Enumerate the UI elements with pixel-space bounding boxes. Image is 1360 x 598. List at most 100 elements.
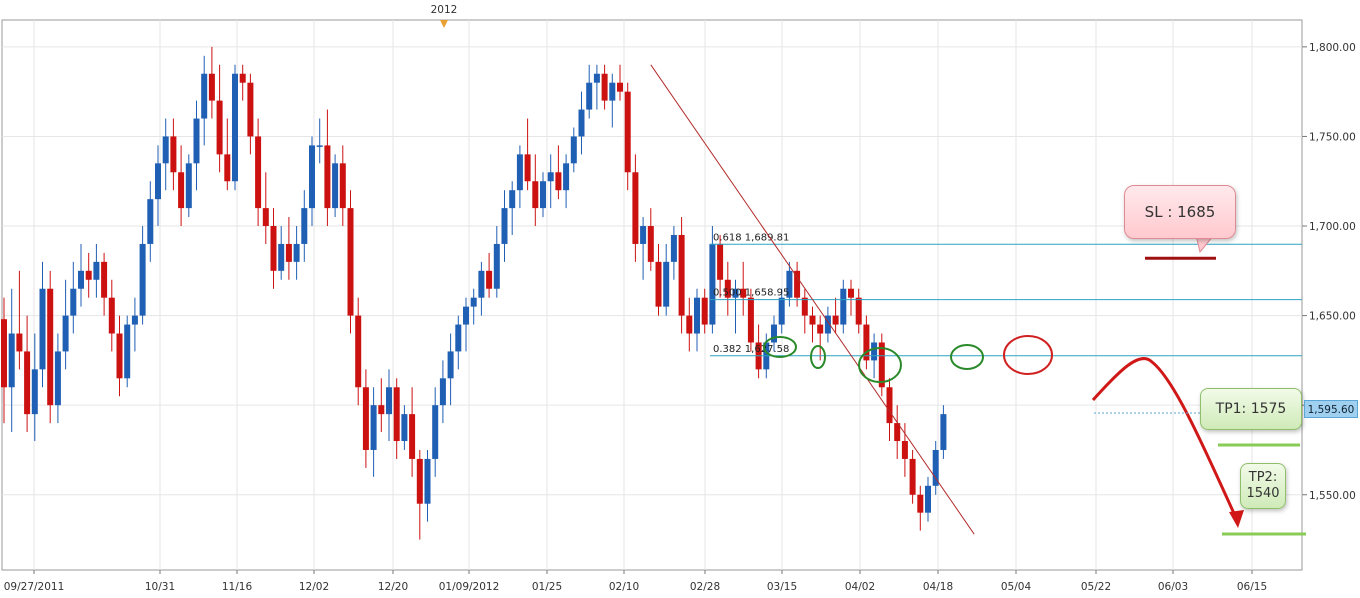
trend-line (650, 64, 975, 535)
candle-body (470, 297, 477, 307)
take-profit-1-callout: TP1: 1575 (1200, 388, 1302, 430)
candle-body (563, 163, 570, 191)
candle-body (8, 333, 15, 388)
x-tick-label: 06/15 (1237, 581, 1267, 593)
candle-body (85, 270, 92, 280)
candle-body (247, 82, 254, 137)
candle-body (116, 333, 123, 379)
candle-body (516, 154, 523, 191)
candle-body (185, 163, 192, 209)
x-tick-label: 09/27/2011 (4, 581, 65, 593)
year-marker-label: 2012 (431, 4, 458, 16)
candle-body (193, 118, 200, 164)
candle-body (786, 270, 793, 298)
candle-body (24, 351, 31, 415)
annotations (650, 64, 1306, 536)
candle-body (886, 387, 893, 424)
candle-body (824, 315, 831, 334)
candle-body (917, 494, 924, 513)
fib-label: 0.500 1,658.95 (713, 288, 789, 299)
candle-body (840, 288, 847, 325)
candle-body (686, 315, 693, 334)
candle-body (224, 154, 231, 182)
candle-body (70, 288, 77, 316)
candle-body (732, 288, 739, 298)
candle-body (747, 297, 754, 343)
candle-body (162, 136, 169, 164)
axes: 1,550.001,600.001,650.001,700.001,750.00… (4, 4, 1356, 593)
candle-body (332, 163, 339, 209)
candle-body (501, 208, 508, 244)
candle-body (262, 208, 269, 227)
fib-label: 0.382 1,627.58 (713, 344, 789, 355)
candle-body (609, 82, 616, 101)
candle-body (31, 369, 38, 415)
candle-body (378, 405, 385, 415)
candle-body (593, 73, 600, 83)
y-tick-label: 1,800.00 (1309, 42, 1356, 54)
candle-body (940, 414, 947, 450)
last-price-tag: 1,595.60 (1304, 400, 1358, 418)
candle-body (493, 243, 500, 289)
x-tick-label: 04/02 (845, 581, 875, 593)
candle-body (878, 342, 885, 388)
candle-body (93, 261, 100, 280)
x-tick-label: 10/31 (145, 581, 175, 593)
x-tick-label: 12/20 (378, 581, 408, 593)
candle-body (309, 145, 315, 209)
fib-label: 0.618 1,689.81 (713, 232, 789, 243)
x-tick-label: 12/02 (299, 581, 329, 593)
candle-body (932, 449, 939, 486)
candle-body (293, 243, 300, 262)
candle-body (301, 208, 308, 244)
candle-body (771, 324, 777, 343)
projection-arrowhead (1229, 510, 1244, 528)
candle-body (178, 172, 185, 209)
candle-body (678, 234, 685, 316)
candle-body (432, 405, 439, 459)
candle-body (447, 351, 454, 379)
candle-body (362, 387, 369, 450)
candle-body (101, 261, 108, 298)
candle-body (108, 297, 115, 334)
y-tick-label: 1,750.00 (1309, 131, 1356, 143)
candle-body (655, 261, 662, 307)
candle-body (855, 297, 862, 325)
candle-body (39, 288, 46, 370)
candle-body (547, 172, 554, 182)
x-tick-label: 01/25 (532, 581, 562, 593)
x-tick-label: 02/10 (609, 581, 639, 593)
candle-body (401, 414, 408, 442)
candle-body (324, 145, 331, 209)
tp2-label-line1: TP2: (1248, 470, 1278, 485)
candle-body (216, 100, 223, 155)
candle-body (801, 297, 808, 316)
x-tick-label: 03/15 (767, 581, 797, 593)
support-ellipse (810, 345, 826, 369)
candle-body (909, 458, 916, 495)
candle-body (386, 387, 392, 415)
candle-body (1, 319, 7, 388)
candle-body (555, 172, 562, 191)
candle-body (586, 82, 593, 110)
candle-body (270, 226, 277, 271)
candle-body (131, 315, 138, 325)
candle-body (778, 297, 785, 325)
x-tick-label: 01/09/2012 (439, 581, 500, 593)
candle-body (416, 458, 423, 504)
candle-body (694, 297, 700, 334)
candle-body (524, 154, 531, 182)
plot-frame (1, 19, 1303, 571)
candle-body (16, 333, 23, 352)
support-ellipse (763, 336, 797, 358)
candle-body (894, 423, 901, 442)
candle-body (478, 270, 485, 298)
candle-body (278, 243, 285, 271)
candle-body (670, 234, 677, 262)
candle-body (601, 73, 608, 101)
support-ellipse (950, 344, 984, 370)
candle-body (147, 199, 154, 244)
candle-body (285, 243, 292, 262)
candle-body (809, 315, 816, 325)
candle-body (848, 288, 854, 298)
